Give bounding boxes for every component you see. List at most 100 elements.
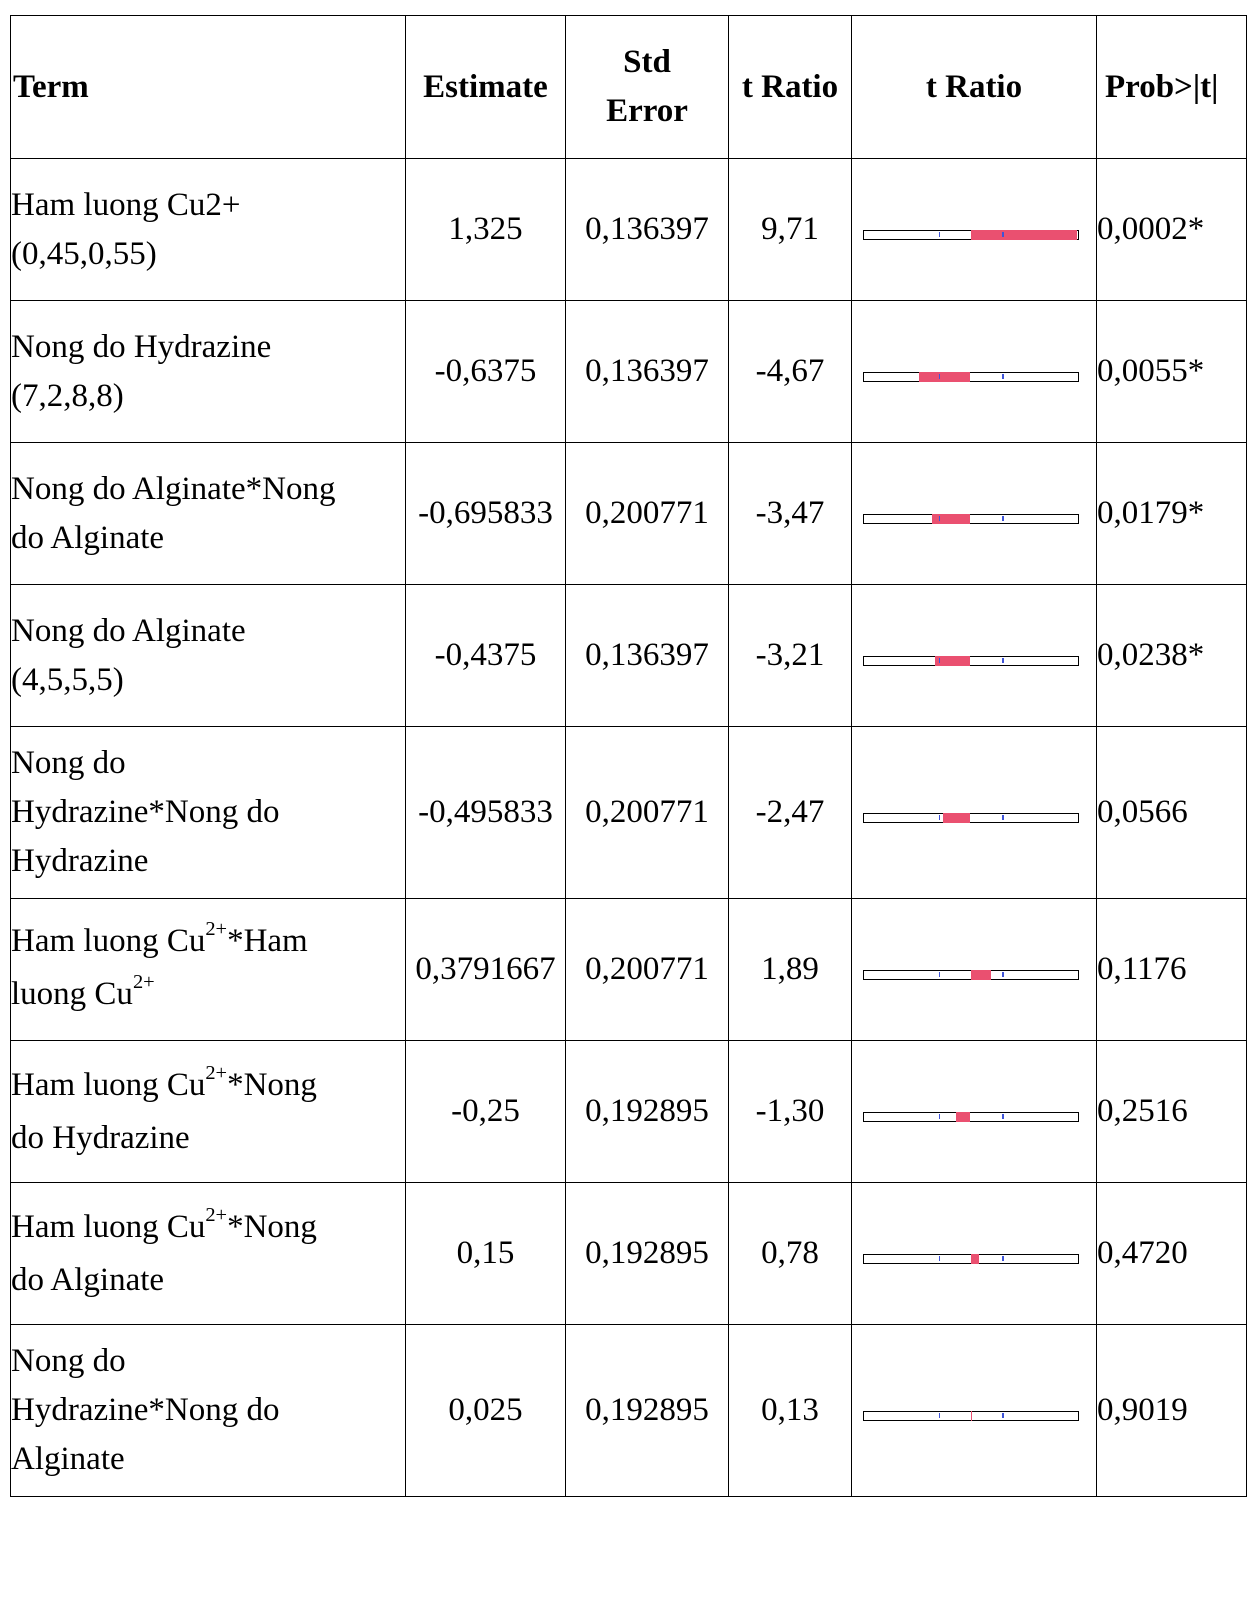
t-ratio-guide-left <box>938 515 941 521</box>
std-error-cell: 0,200771 <box>565 726 729 899</box>
t-ratio-bar-cell <box>851 300 1097 443</box>
superscript: 2+ <box>205 918 228 941</box>
term-cell: Ham luong Cu2+*Nong do Hydrazine <box>10 1040 406 1183</box>
t-ratio-bar-header: t Ratio <box>851 15 1097 159</box>
std-error-header: Std Error <box>565 15 729 159</box>
table-row: Nong do Hydrazine*Nong do Alginate 0,025… <box>10 1324 1247 1497</box>
table-row: Nong do Alginate (4,5,5,5) -0,4375 0,136… <box>10 584 1247 727</box>
estimate-header: Estimate <box>405 15 566 159</box>
term-text: Ham luong Cu <box>11 922 206 959</box>
term-text: Nong do Alginate <box>11 612 246 649</box>
term-text: Hydrazine*Nong do <box>11 794 280 830</box>
t-ratio-cell: -3,21 <box>728 584 852 727</box>
t-ratio-bar-fill <box>970 1253 980 1264</box>
t-ratio-bar-cell <box>851 726 1097 899</box>
t-ratio-guide-left <box>938 1113 941 1119</box>
estimate-cell: -0,495833 <box>405 726 566 899</box>
table-row: Nong do Hydrazine (7,2,8,8) -0,6375 0,13… <box>10 300 1247 443</box>
term-cell: Nong do Alginate*Nong do Alginate <box>10 442 406 585</box>
std-error-cell: 0,136397 <box>565 300 729 443</box>
t-ratio-cell: 1,89 <box>728 898 852 1041</box>
estimate-cell: -0,6375 <box>405 300 566 443</box>
t-ratio-guide-right <box>1002 231 1004 237</box>
t-ratio-cell: -2,47 <box>728 726 852 899</box>
superscript: 2+ <box>205 1204 228 1227</box>
t-ratio-guide-right <box>1002 971 1004 977</box>
t-ratio-guide-left <box>938 1412 941 1418</box>
t-ratio-bar <box>863 1111 1079 1122</box>
term-text: Nong do Hydrazine <box>11 328 272 365</box>
term-text: Nong do <box>11 745 126 781</box>
t-ratio-guide-right <box>1002 1113 1004 1119</box>
t-ratio-guide-left <box>938 373 941 379</box>
std-error-cell: 0,200771 <box>565 898 729 1041</box>
estimate-cell: 0,3791667 <box>405 898 566 1041</box>
t-ratio-bar-cell <box>851 1182 1097 1325</box>
t-ratio-bar <box>863 229 1079 240</box>
estimate-cell: -0,25 <box>405 1040 566 1183</box>
prob-cell: 0,0238* <box>1096 584 1247 727</box>
t-ratio-bar <box>863 1253 1079 1264</box>
t-ratio-bar-cell <box>851 158 1097 301</box>
estimate-cell: 0,15 <box>405 1182 566 1325</box>
term-cell: Ham luong Cu2+ (0,45,0,55) <box>10 158 406 301</box>
t-ratio-guide-right <box>1002 515 1004 521</box>
term-text: do Alginate <box>11 519 165 556</box>
t-ratio-cell: 0,78 <box>728 1182 852 1325</box>
term-cell: Nong do Alginate (4,5,5,5) <box>10 584 406 727</box>
prob-cell: 0,1176 <box>1096 898 1247 1041</box>
term-text: Nong do <box>11 1343 126 1379</box>
t-ratio-guide-left <box>938 657 941 663</box>
t-ratio-guide-left <box>938 971 941 977</box>
term-text: *Nong <box>227 1208 317 1245</box>
std-error-cell: 0,136397 <box>565 158 729 301</box>
std-error-header-line1: Std <box>623 44 671 80</box>
term-cell: Nong do Hydrazine*Nong do Hydrazine <box>10 726 406 899</box>
t-ratio-bar <box>863 1410 1079 1421</box>
term-text: *Ham <box>227 922 308 959</box>
t-ratio-bar-cell <box>851 1324 1097 1497</box>
std-error-cell: 0,200771 <box>565 442 729 585</box>
std-error-cell: 0,136397 <box>565 584 729 727</box>
superscript: 2+ <box>205 1062 228 1085</box>
estimate-cell: -0,4375 <box>405 584 566 727</box>
table-row: Ham luong Cu2+*Nong do Alginate 0,15 0,1… <box>10 1182 1247 1325</box>
t-ratio-guide-right <box>1002 1255 1004 1261</box>
t-ratio-bar-fill <box>970 969 992 980</box>
t-ratio-guide-left <box>938 814 941 820</box>
term-text: Hydrazine*Nong do <box>11 1392 280 1428</box>
t-ratio-bar <box>863 655 1079 666</box>
t-ratio-cell: -4,67 <box>728 300 852 443</box>
t-ratio-bar-cell <box>851 442 1097 585</box>
t-ratio-guide-right <box>1002 814 1004 820</box>
superscript: 2+ <box>132 971 155 994</box>
table-row: Nong do Hydrazine*Nong do Hydrazine -0,4… <box>10 726 1247 899</box>
t-ratio-header: t Ratio <box>728 15 852 159</box>
parameter-estimates-table: Term Estimate Std Error t Ratio t Ratio … <box>10 15 1247 1497</box>
t-ratio-bar <box>863 371 1079 382</box>
term-text: luong Cu <box>11 975 133 1012</box>
prob-cell: 0,0179* <box>1096 442 1247 585</box>
t-ratio-cell: 9,71 <box>728 158 852 301</box>
estimate-cell: 0,025 <box>405 1324 566 1497</box>
t-ratio-bar-fill <box>970 1410 972 1421</box>
std-error-cell: 0,192895 <box>565 1182 729 1325</box>
term-cell: Ham luong Cu2+*Ham luong Cu2+ <box>10 898 406 1041</box>
estimate-cell: -0,695833 <box>405 442 566 585</box>
term-cell: Ham luong Cu2+*Nong do Alginate <box>10 1182 406 1325</box>
t-ratio-bar-fill <box>935 655 971 666</box>
term-text: Nong do Alginate*Nong <box>11 470 336 507</box>
prob-cell: 0,0055* <box>1096 300 1247 443</box>
term-text: *Nong <box>227 1066 317 1103</box>
t-ratio-bar-fill <box>932 513 971 524</box>
prob-cell: 0,0002* <box>1096 158 1247 301</box>
t-ratio-bar <box>863 969 1079 980</box>
table-row: Ham luong Cu2+*Ham luong Cu2+ 0,3791667 … <box>10 898 1247 1041</box>
t-ratio-bar-cell <box>851 898 1097 1041</box>
t-ratio-guide-right <box>1002 657 1004 663</box>
t-ratio-guide-left <box>938 1255 941 1261</box>
t-ratio-guide-right <box>1002 373 1004 379</box>
table-row: Nong do Alginate*Nong do Alginate -0,695… <box>10 442 1247 585</box>
t-ratio-guide-left <box>938 231 941 237</box>
std-error-header-line2: Error <box>606 93 688 129</box>
